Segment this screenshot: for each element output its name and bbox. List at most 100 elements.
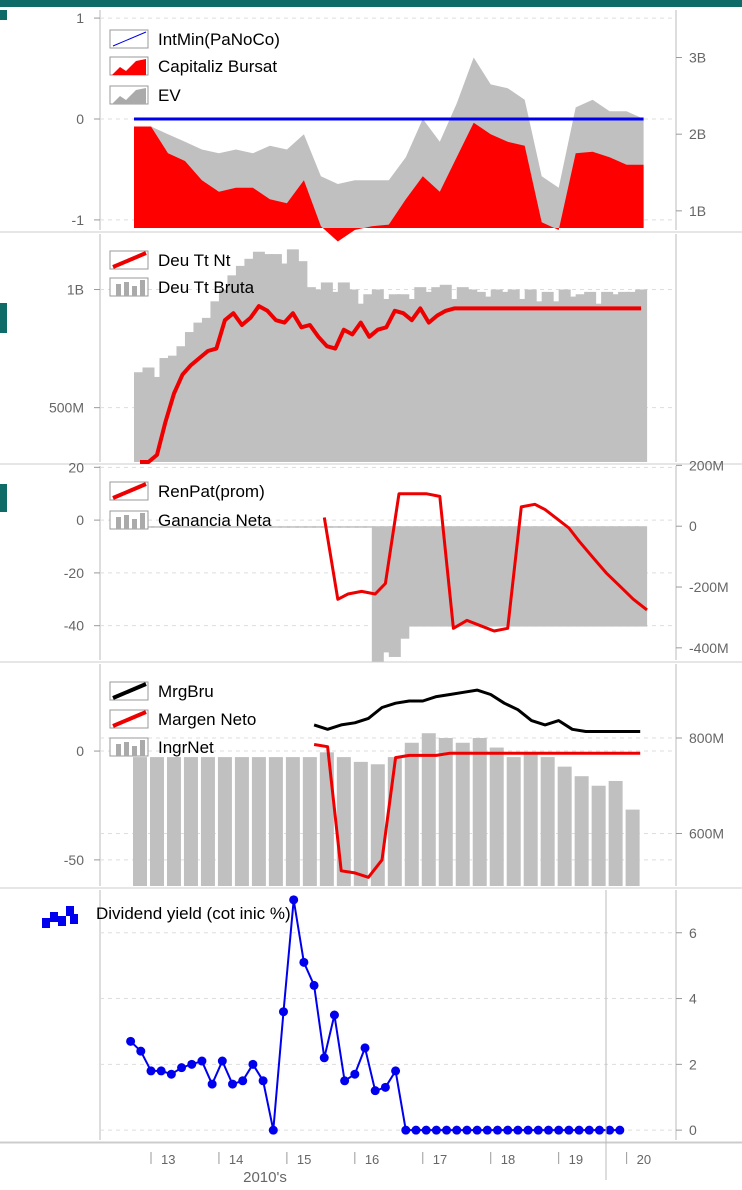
dividend-yield-point [615,1125,625,1135]
bar [227,526,240,528]
dividend-yield-point [391,1066,401,1076]
dividend-yield-point [360,1043,370,1053]
left-tick-label: -50 [64,852,84,868]
bar [218,526,231,528]
bar [183,757,198,886]
right-tick-label: -200M [689,579,729,595]
dividend-yield-line [129,899,620,1132]
legend-label: EV [158,86,181,105]
bar [312,526,325,528]
bar [210,526,223,528]
left-tick-label: -40 [64,618,84,634]
bar [523,752,538,886]
bar [404,742,419,886]
dividend-yield-point [452,1125,462,1135]
dividend-yield-point [503,1125,513,1135]
dividend-yield-point [605,1125,615,1135]
left-tick-label: 0 [76,111,84,127]
panel-4: 0 -50 800M 600M MrgBru Margen Neto IngrNet [0,664,742,889]
bar [363,526,376,528]
right-tick-label: 800M [689,730,724,746]
dividend-yield-point [594,1125,604,1135]
bar [557,766,572,886]
bar [235,526,248,528]
x-decade-label: 2010's [243,1169,287,1185]
legend-dot-icon [70,914,78,924]
side-tab [0,484,7,512]
cap-area [134,122,644,242]
legend-bar-icon [124,742,129,756]
bar [540,757,555,886]
deu-tt-nt-line [140,304,642,464]
legend-line-icon [112,482,147,500]
bar [201,526,214,528]
dividend-yield-point [319,1053,329,1063]
bar [506,757,521,886]
right-tick-label: 0 [689,518,697,534]
dividend-yield-point [309,980,319,990]
dividend-yield-point [289,895,299,905]
legend-label: Ganancia Neta [158,511,272,530]
dividend-yield-point [380,1082,390,1092]
dividend-yield-point [299,957,309,967]
legend-bar-icon [124,282,129,296]
dividend-yield-point [554,1125,564,1135]
right-tick-label: 600M [689,825,724,841]
left-tick-label: 0 [76,512,84,528]
dividend-yield-point [177,1063,187,1073]
left-tick-label: 1B [67,282,84,298]
bar [370,764,385,886]
legend-bar-icon [132,519,137,529]
legend-dot-icon [50,912,58,922]
left-tick-label: 20 [68,459,84,475]
bar [252,526,265,528]
legend-bar-icon [140,280,145,296]
bar [184,526,197,528]
legend-bar-icon [124,515,129,529]
bar [234,757,249,886]
bar [200,757,215,886]
dividend-yield-point [462,1125,472,1135]
x-tick-label: 15 [297,1152,311,1167]
dividend-yield-point [401,1125,411,1135]
bar [489,747,504,886]
legend-line-icon [112,251,147,269]
dividend-yield-point [431,1125,441,1135]
bar [244,526,257,528]
right-tick-label: 2B [689,126,706,142]
right-tick-label: 6 [689,925,697,941]
bar [337,526,350,528]
dividend-yield-point [370,1086,380,1096]
bar [150,526,163,528]
x-tick-label: 19 [569,1152,583,1167]
dividend-yield-point [126,1036,136,1046]
bar [285,757,300,886]
x-tick-label: 13 [161,1152,175,1167]
dividend-yield-point [217,1056,227,1066]
right-tick-label: 2 [689,1056,697,1072]
bar [353,761,368,886]
dividend-yield-point [482,1125,492,1135]
margen-neto-line [313,743,641,879]
x-tick-label: 20 [637,1152,651,1167]
bar [278,526,291,528]
legend-area-icon [112,88,146,104]
bar [286,526,299,528]
panel-2: 1B 500M Deu Tt Nt Deu Tt Bruta [0,234,742,465]
dividend-yield-point [238,1076,248,1086]
bar [336,757,351,886]
legend-label: Deu Tt Bruta [158,278,255,297]
bar [591,785,606,886]
dividend-yield-point [574,1125,584,1135]
legend-dot-icon [58,916,66,926]
legend-label: Margen Neto [158,710,256,729]
left-tick-label: 0 [76,743,84,759]
bar [261,526,274,528]
dividend-yield-point [278,1007,288,1017]
bar [438,738,453,886]
x-tick-label: 18 [501,1152,515,1167]
dividend-yield-point [421,1125,431,1135]
